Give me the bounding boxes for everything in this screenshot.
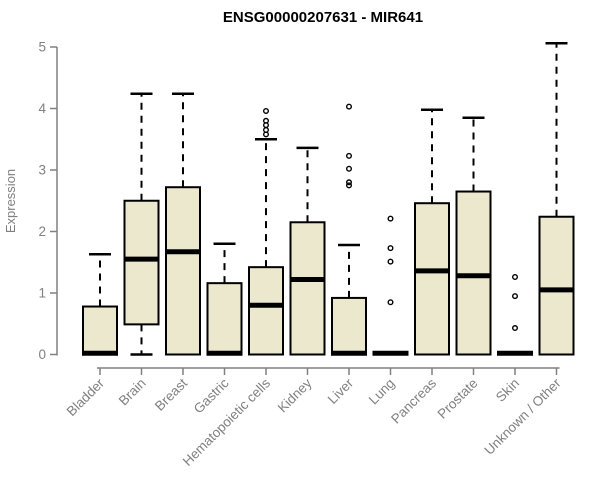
x-tick-label-skin: Skin xyxy=(493,376,522,405)
iqr-box xyxy=(82,305,118,356)
iqr-box xyxy=(206,282,243,356)
outlier-point xyxy=(512,274,519,281)
x-tick-label-pancreas: Pancreas xyxy=(388,375,439,426)
iqr-box xyxy=(165,186,201,356)
box-gastric xyxy=(206,242,243,356)
x-tick-label-lung: Lung xyxy=(366,376,398,408)
box-skin xyxy=(497,274,533,356)
y-tick-label: 3 xyxy=(38,163,46,178)
outlier-point xyxy=(346,165,353,172)
outlier-point xyxy=(346,103,353,110)
outlier-point xyxy=(387,258,394,265)
iqr-box xyxy=(248,266,284,356)
y-tick-label: 1 xyxy=(38,286,46,301)
outlier-point xyxy=(263,107,270,114)
y-axis-label: Expression xyxy=(3,169,18,233)
y-tick-label: 2 xyxy=(38,224,46,239)
x-tick-label-breast: Breast xyxy=(152,375,190,413)
iqr-box xyxy=(123,199,160,326)
outlier-point xyxy=(346,182,353,189)
x-tick-label-kidney: Kidney xyxy=(275,375,315,415)
box-kidney xyxy=(289,146,326,356)
outlier-point xyxy=(346,152,353,159)
x-tick-label-bladder: Bladder xyxy=(64,375,108,419)
box-hematopoietic-cells xyxy=(248,107,284,356)
iqr-box xyxy=(331,296,367,356)
chart-title: ENSG00000207631 - MIR641 xyxy=(223,9,423,26)
box-brain xyxy=(123,92,160,356)
box-liver xyxy=(331,103,367,356)
x-tick-label-prostate: Prostate xyxy=(434,376,480,422)
outlier-point xyxy=(263,127,270,134)
outlier-point xyxy=(512,293,519,300)
box-lung xyxy=(372,215,409,356)
outlier-point xyxy=(512,325,519,332)
iqr-box xyxy=(414,202,450,356)
x-tick-label-gastric: Gastric xyxy=(191,375,232,416)
plot-area: 0 1 2 3 4 5 Bladder Brain Breast GastricHematopoi… xyxy=(38,40,575,469)
outlier-point xyxy=(387,245,394,252)
outlier-point xyxy=(263,117,270,124)
y-axis: 0 1 2 3 4 5 xyxy=(38,40,58,362)
iqr-box xyxy=(289,221,326,356)
outlier-point xyxy=(387,299,394,306)
y-tick-label: 4 xyxy=(38,101,46,116)
box-unknown-other xyxy=(538,42,575,356)
x-tick-label-liver: Liver xyxy=(325,375,357,407)
box-prostate xyxy=(455,116,492,356)
y-tick-label: 5 xyxy=(38,40,46,55)
x-tick-label-brain: Brain xyxy=(116,376,149,409)
y-tick-label: 0 xyxy=(38,347,46,362)
iqr-box xyxy=(538,215,575,356)
box-pancreas xyxy=(414,108,450,356)
outlier-point xyxy=(346,179,353,186)
iqr-box xyxy=(455,190,492,356)
x-tick-label-unknown-other: Unknown / Other xyxy=(481,375,564,458)
box-bladder xyxy=(82,253,118,356)
outlier-point xyxy=(387,215,394,222)
box-breast xyxy=(165,92,201,356)
